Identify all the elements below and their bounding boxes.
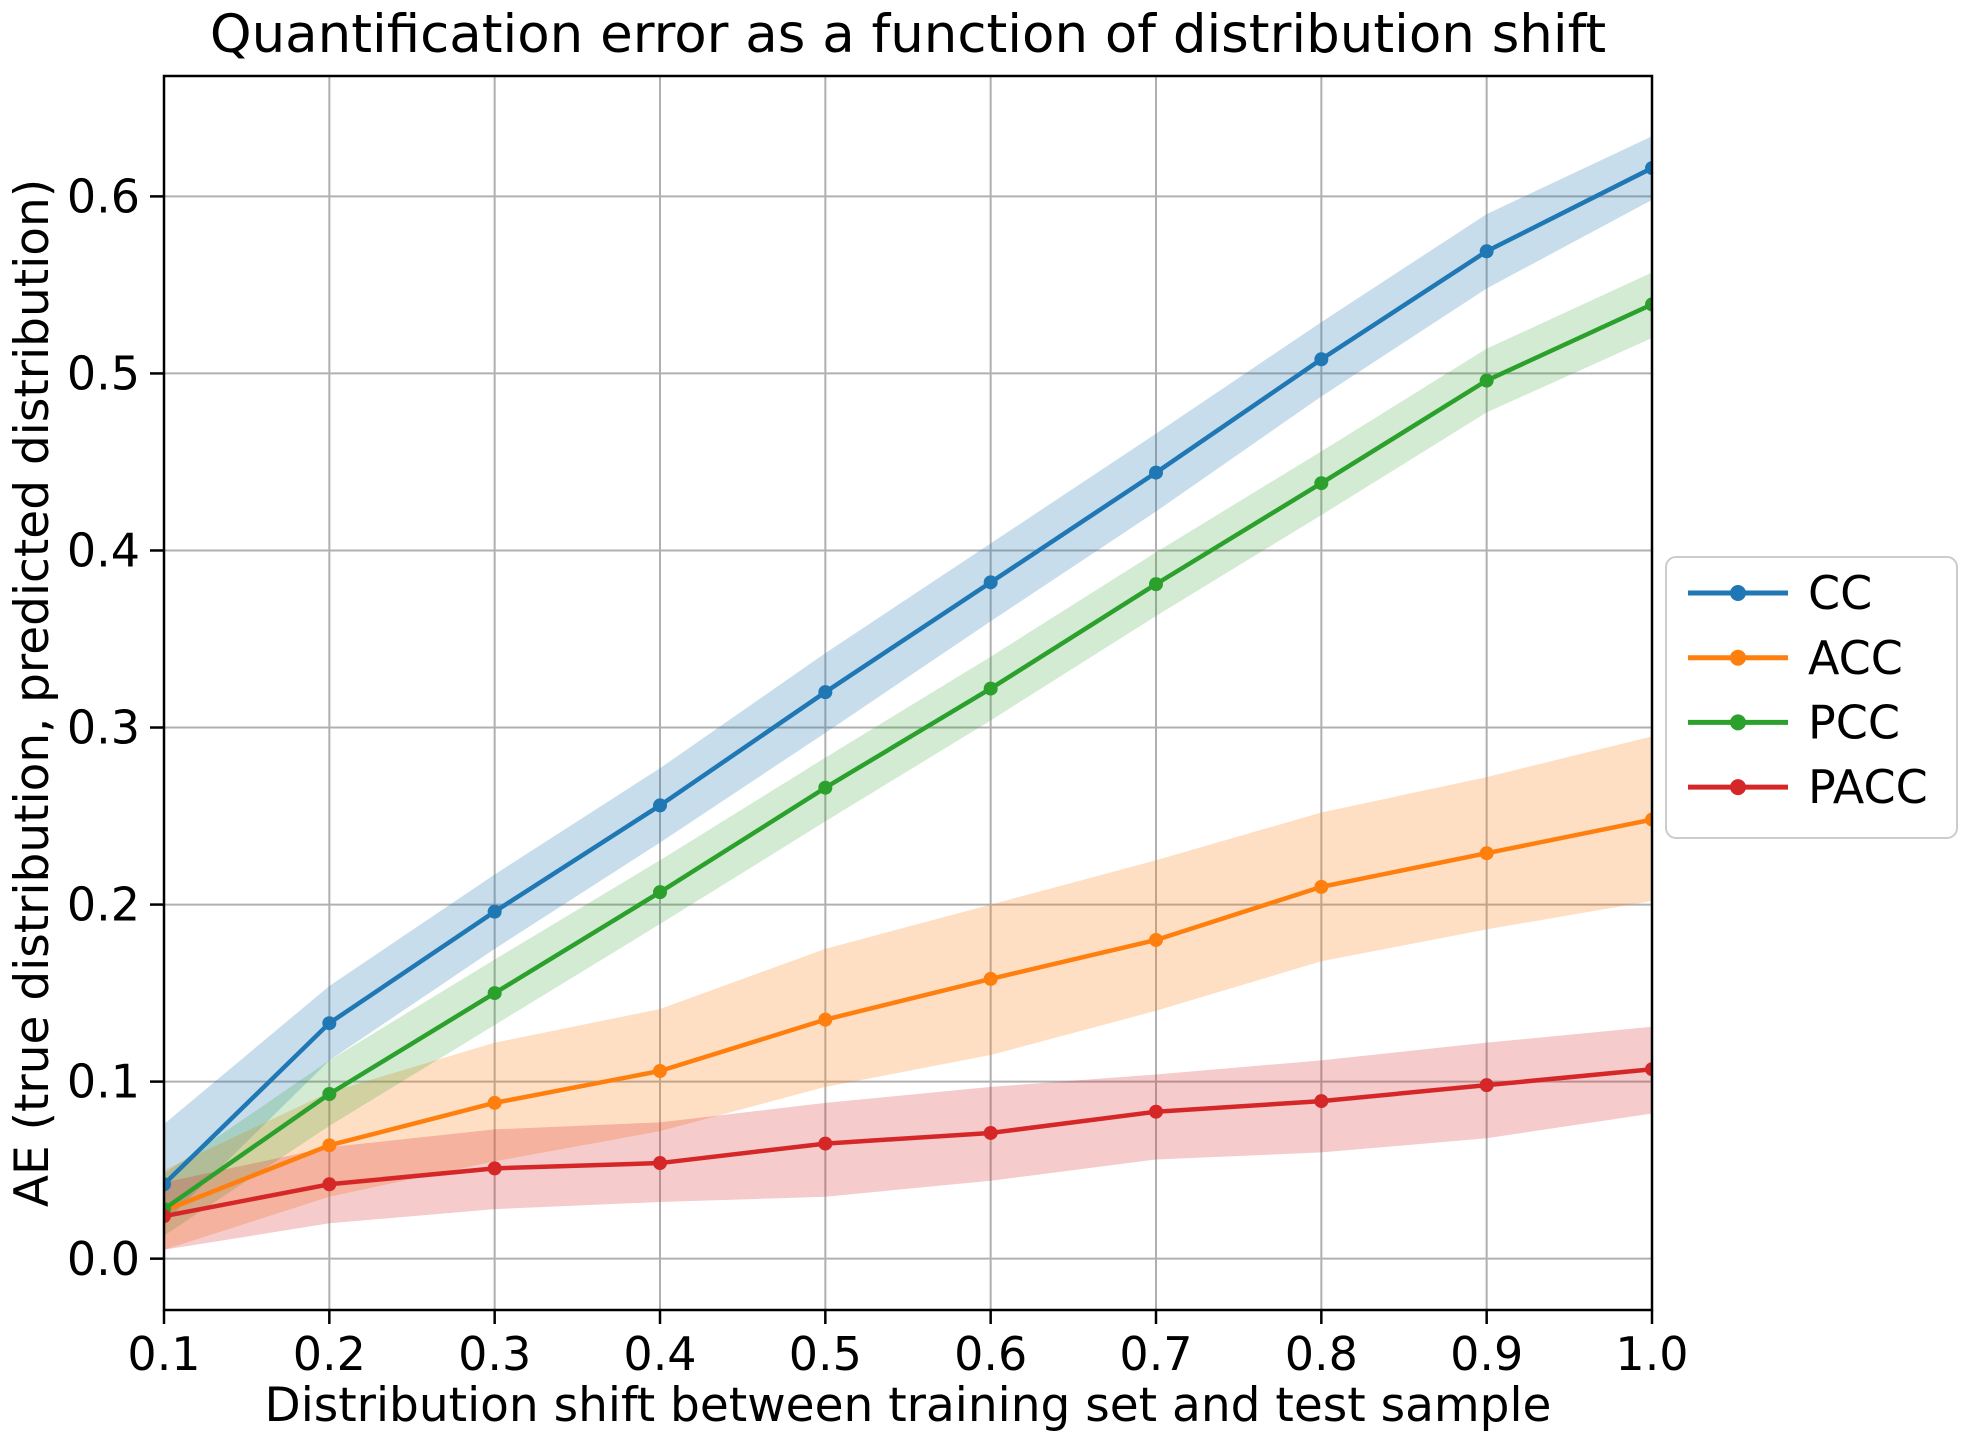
band-CC xyxy=(164,136,1652,1224)
x-tick-label: 1.0 xyxy=(1615,1327,1688,1381)
x-tick-label: 0.3 xyxy=(458,1327,531,1381)
y-tick-label: 0.5 xyxy=(67,347,140,401)
series-PACC-point xyxy=(983,1125,998,1140)
legend-item-PCC: PCC xyxy=(1688,696,1900,750)
series-CC-point xyxy=(164,1177,171,1192)
x-tick-label: 0.9 xyxy=(1450,1327,1523,1381)
series-PCC-point xyxy=(1149,577,1163,592)
series-PCC-point xyxy=(1479,373,1494,388)
legend-box xyxy=(1665,556,1958,839)
band-PCC xyxy=(164,272,1652,1236)
series-CC-point xyxy=(322,1016,337,1031)
legend-marker xyxy=(1730,585,1746,601)
x-tick-label: 0.1 xyxy=(127,1327,200,1381)
confidence-bands xyxy=(164,136,1652,1250)
y-tick-label: 0.4 xyxy=(67,524,140,578)
series-ACC-point xyxy=(322,1138,337,1153)
series-CC xyxy=(164,161,1652,1192)
series-ACC-point xyxy=(1645,812,1652,827)
series-CC-point xyxy=(983,575,998,590)
series-CC-point xyxy=(1479,244,1494,259)
series-ACC-point xyxy=(653,1063,667,1078)
y-tick-label: 0.0 xyxy=(67,1232,140,1286)
x-tick-label: 0.7 xyxy=(1119,1327,1192,1381)
x-axis-label: Distribution shift between training set … xyxy=(265,1378,1552,1433)
legend-label-PACC: PACC xyxy=(1808,760,1928,814)
legend-label-PCC: PCC xyxy=(1808,696,1900,750)
series-PCC-point xyxy=(1645,297,1652,312)
legend: CC ACC PCC PACC xyxy=(1665,556,1958,839)
series-PACC-point xyxy=(653,1156,667,1171)
series-CC-point xyxy=(818,685,833,700)
legend-item-PACC: PACC xyxy=(1688,760,1928,814)
x-tick-label: 0.5 xyxy=(789,1327,862,1381)
legend-item-ACC: ACC xyxy=(1688,631,1903,685)
chart-title: Quantification error as a function of di… xyxy=(210,4,1606,65)
legend-marker xyxy=(1730,779,1746,796)
series-PACC-point xyxy=(487,1161,502,1176)
series-PACC-point xyxy=(164,1209,171,1224)
series-PCC-point xyxy=(818,780,833,795)
series-CC-point xyxy=(1149,465,1163,480)
series-CC-point xyxy=(487,904,502,919)
series-PCC-point xyxy=(487,986,502,1001)
axes-spines-and-ticks xyxy=(150,74,1654,1324)
series-PCC-line xyxy=(164,302,1652,1212)
y-tick-label: 0.6 xyxy=(67,169,140,223)
series-CC-point xyxy=(653,798,667,813)
series-PACC-point xyxy=(1479,1078,1494,1093)
plot-border xyxy=(162,74,1654,1312)
series-CC-point xyxy=(1314,352,1329,367)
legend-marker xyxy=(1730,714,1746,731)
series-PACC-point xyxy=(818,1136,833,1151)
y-tick-label: 0.2 xyxy=(67,878,140,932)
series-CC-line xyxy=(164,165,1652,1187)
series-lines xyxy=(164,161,1652,1224)
series-PCC-point xyxy=(983,681,998,696)
legend-label-ACC: ACC xyxy=(1808,631,1903,685)
series-ACC-point xyxy=(487,1095,502,1110)
series-ACC-point xyxy=(1314,879,1329,894)
series-CC-point xyxy=(1645,161,1652,176)
x-tick-label: 0.4 xyxy=(623,1327,696,1381)
series-PCC-point xyxy=(653,885,667,900)
series-ACC-line xyxy=(164,817,1652,1214)
series-ACC xyxy=(164,812,1652,1218)
series-ACC-point xyxy=(818,1012,833,1027)
y-axis-label: AE (true distribution, predicted distrib… xyxy=(5,179,60,1207)
series-PCC-point xyxy=(322,1087,337,1102)
series-PACC-point xyxy=(1149,1104,1163,1119)
series-PACC-point xyxy=(1645,1062,1652,1077)
x-tick-label: 0.2 xyxy=(293,1327,366,1381)
series-PACC-point xyxy=(322,1177,337,1192)
series-ACC-point xyxy=(1149,932,1163,947)
series-ACC-point xyxy=(983,971,998,986)
tick-labels: 0.1 0.2 0.3 0.4 0.5 0.6 0.7 0.8 0.9 1.0 0.0 0.1 0.2 0… xyxy=(67,169,1689,1381)
legend-marker xyxy=(1730,649,1746,666)
y-tick-label: 0.3 xyxy=(67,701,140,755)
legend-label-CC: CC xyxy=(1808,566,1872,620)
series-PCC xyxy=(164,297,1652,1217)
band-ACC xyxy=(164,736,1652,1250)
series-PACC-point xyxy=(1314,1094,1329,1109)
x-tick-label: 0.6 xyxy=(954,1327,1027,1381)
x-tick-label: 0.8 xyxy=(1285,1327,1358,1381)
series-ACC-point xyxy=(1479,846,1494,861)
series-PCC-point xyxy=(1314,476,1329,491)
series-PACC-line xyxy=(164,1066,1652,1219)
y-tick-label: 0.1 xyxy=(67,1055,140,1109)
series-PACC xyxy=(164,1062,1652,1224)
legend-item-CC: CC xyxy=(1688,566,1872,620)
